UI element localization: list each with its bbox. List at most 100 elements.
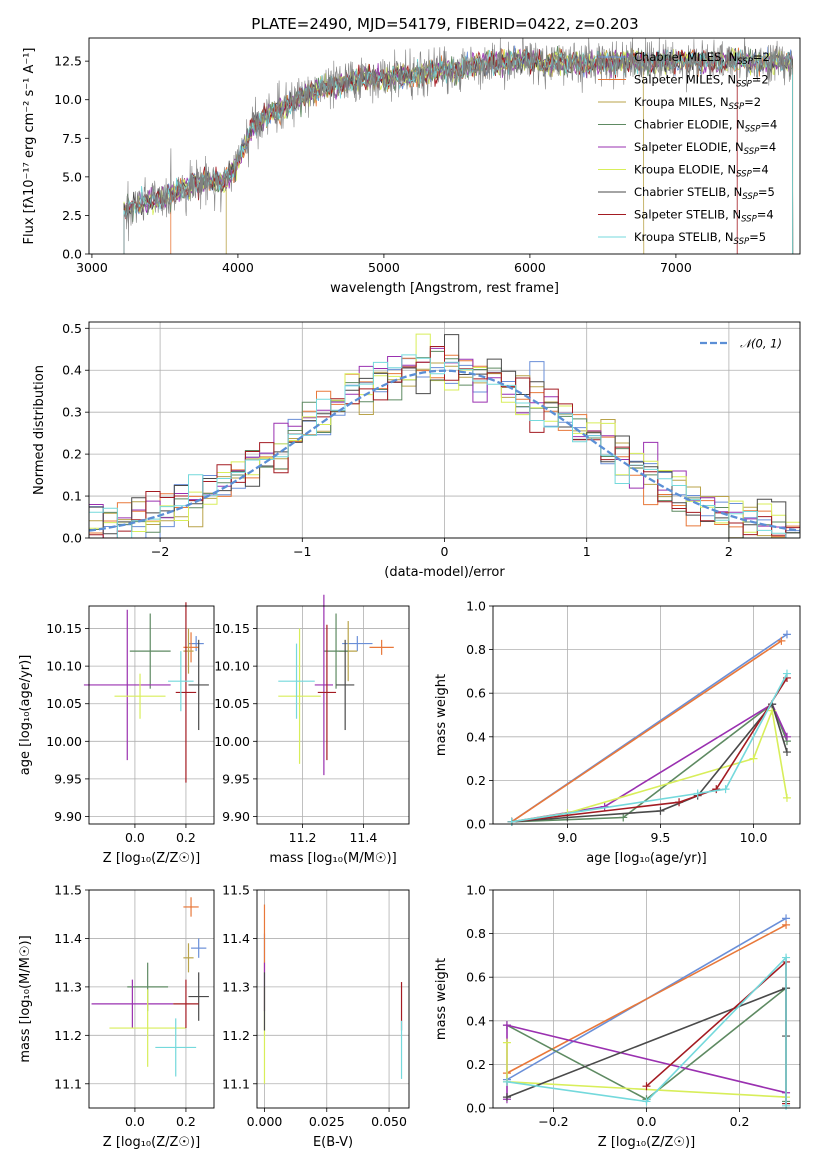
y-tick-label: 0.0 [466, 817, 486, 832]
legend-label-sub: SSP [736, 170, 752, 180]
spectrum-curves [123, 38, 794, 254]
axes-frame [88, 605, 215, 825]
weight-vs-age-ticks: 9.0 9.5 10.0 0.0 0.2 0.4 0.6 0.8 1.0 [466, 599, 767, 846]
y-tick-label: 11.1 [54, 1076, 82, 1091]
y-tick-label: 10.10 [214, 659, 250, 674]
legend-label-sub: SSP [744, 147, 760, 157]
x-tick-label: 0.050 [371, 1114, 407, 1129]
x-tick-label: 7000 [660, 260, 692, 275]
weight-vs-Z-ylabel: mass weight [434, 958, 449, 1040]
y-tick-label: 5.0 [62, 169, 82, 184]
x-tick-label: 0.2 [176, 1114, 196, 1129]
errorbar-point [188, 972, 209, 1021]
y-tick-label: 0.4 [62, 363, 82, 378]
observed-spectrum [123, 38, 793, 254]
y-tick-label: 11.3 [222, 979, 250, 994]
legend-label: Kroupa ELODIE, NSSP=4 [634, 163, 769, 180]
weight-vs-Z-lines [502, 914, 791, 1110]
x-tick-label: 11.4 [349, 830, 377, 845]
y-tick-label: 10.00 [214, 734, 250, 749]
x-tick-label: 9.5 [651, 830, 671, 845]
normal-reference-curve [89, 369, 800, 532]
legend-label-main: Salpeter STELIB, N [634, 208, 741, 222]
x-tick-label: 0.025 [309, 1114, 345, 1129]
errorbar-point [278, 628, 321, 764]
weight-series [507, 700, 791, 826]
y-tick-label: 9.95 [222, 771, 250, 786]
y-tick-label: 10.05 [46, 696, 82, 711]
x-tick-label: 0 [441, 544, 449, 559]
y-tick-label: 7.5 [62, 131, 82, 146]
legend-label: Kroupa MILES, NSSP=2 [634, 95, 761, 112]
y-tick-label: 9.90 [222, 809, 250, 824]
spectrum-axes: 3000 4000 5000 6000 7000 0.0 2.5 5.0 7.5 10.0 12.5… [22, 37, 801, 296]
age-vs-Z-xlabel: Z [log₁₀(Z/Z☉)] [103, 851, 200, 866]
y-tick-label: 0.6 [466, 970, 486, 985]
y-tick-label: 1.0 [466, 599, 486, 614]
axes-frame [88, 321, 801, 539]
y-tick-label: 11.4 [54, 931, 82, 946]
weight-marker [777, 636, 786, 645]
legend-label-main: Chabrier MILES, N [634, 50, 737, 64]
errorbar-point [317, 624, 337, 761]
axes-frame [256, 605, 410, 825]
legend-label-suffix: =5 [749, 230, 766, 244]
legend-label-main: Kroupa ELODIE, N [634, 163, 736, 177]
weight-marker [782, 630, 791, 639]
y-tick-label: 0.6 [466, 686, 486, 701]
errorbar-point [369, 639, 394, 655]
weight-marker [619, 813, 628, 822]
age-vs-Z-ylabel: age [log₁₀(age/yr)] [18, 655, 33, 776]
weight-vs-Z-ticks: −0.2 0.0 0.2 0.0 0.2 0.4 0.6 0.8 1.0 [466, 883, 749, 1130]
legend-label-sub: SSP [734, 237, 750, 247]
x-tick-label: 1 [583, 544, 591, 559]
weight-marker [507, 817, 516, 826]
legend-label-main: Salpeter ELODIE, N [634, 140, 744, 154]
weight-marker [782, 669, 791, 678]
errorbar-point [188, 639, 209, 731]
errorbar-point [155, 1018, 197, 1077]
weight-marker [782, 748, 791, 757]
legend-label-sub: SSP [729, 102, 745, 112]
legend-label-sub: SSP [737, 57, 753, 67]
mass-vs-Z-xlabel: Z [log₁₀(Z/Z☉)] [103, 1135, 200, 1150]
errorbar-point [114, 673, 166, 719]
y-tick-label: 9.95 [54, 771, 82, 786]
y-tick-label: 11.1 [222, 1076, 250, 1091]
residuals-axes: −2 −1 0 1 2 0.0 0.1 0.2 0.3 0.4 0.5 (data-model)/er… [32, 321, 801, 580]
weight-marker [502, 1021, 511, 1030]
weight-vs-Z-xlabel: Z [log₁₀(Z/Z☉)] [598, 1135, 695, 1150]
weight-marker [749, 754, 758, 763]
y-tick-label: 1.0 [466, 883, 486, 898]
weight-line [511, 702, 788, 823]
x-tick-label: 9.0 [557, 830, 577, 845]
errorbar-point [173, 979, 199, 1029]
legend-label: Salpeter MILES, NSSP=2 [634, 73, 769, 90]
weight-marker [782, 732, 791, 741]
model-curve [123, 49, 794, 254]
y-tick-label: 0.2 [466, 773, 486, 788]
legend-label-sub: SSP [741, 215, 757, 225]
y-tick-label: 10.15 [46, 621, 82, 636]
axes-frame [88, 889, 215, 1109]
spectrum-legend: Chabrier MILES, NSSP=2 Salpeter MILES, NS… [598, 50, 777, 247]
y-tick-label: 11.2 [54, 1028, 82, 1043]
errorbar-point [278, 643, 315, 719]
weight-line [506, 955, 787, 1106]
age-vs-mass-points [278, 594, 394, 776]
age-vs-mass-xlabel: mass [log₁₀(M/M☉)] [269, 851, 396, 866]
legend-label-main: Kroupa STELIB, N [634, 230, 734, 244]
x-tick-label: 3000 [76, 260, 108, 275]
y-tick-label: 0.2 [62, 447, 82, 462]
legend-label: Salpeter ELODIE, NSSP=4 [634, 140, 776, 157]
mass-vs-EBV-axes: 0.000 0.025 0.050 11.1 11.2 11.3 11.4 11.5 E(B-V… [222, 883, 410, 1150]
legend-label: 𝒩(0, 1) [740, 337, 782, 351]
legend-label: Chabrier MILES, NSSP=2 [634, 50, 770, 67]
weight-marker [502, 1077, 511, 1086]
errorbar-point [175, 602, 197, 783]
errorbar-point [183, 628, 194, 674]
x-tick-label: 6000 [514, 260, 546, 275]
x-tick-label: −2 [151, 544, 169, 559]
weight-vs-age-xlabel: age [log₁₀(age/yr)] [586, 851, 707, 866]
